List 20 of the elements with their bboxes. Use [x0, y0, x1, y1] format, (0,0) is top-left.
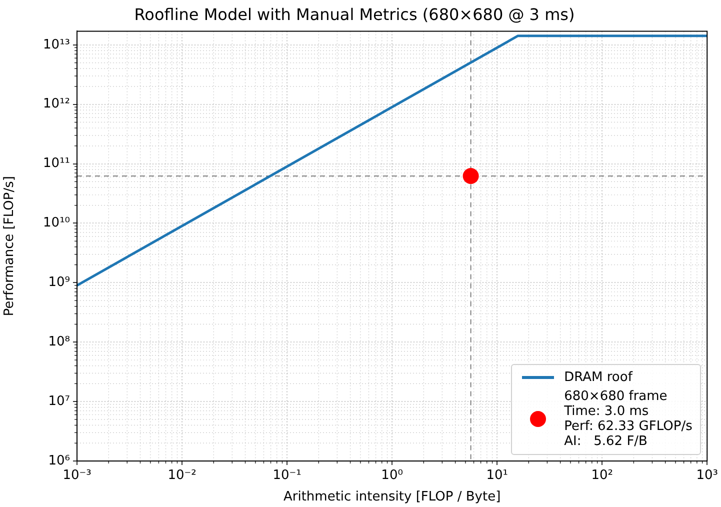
x-tick-label: 10⁰	[381, 468, 403, 484]
legend-label: 680×680 frame Time: 3.0 ms Perf: 62.33 GFLOP/s AI: 5.62 F/B	[564, 389, 692, 449]
x-tick-label: 10⁻¹	[272, 468, 302, 484]
x-tick-label: 10²	[591, 468, 613, 484]
y-tick-label: 10¹⁰	[43, 216, 70, 231]
x-tick-label: 10³	[696, 468, 718, 484]
legend-label: DRAM roof	[564, 370, 632, 385]
x-tick-label: 10⁻³	[62, 468, 92, 484]
x-tick-label: 10⁻²	[168, 468, 196, 484]
y-tick-label: 10⁷	[48, 394, 70, 409]
y-tick-label: 10⁶	[48, 453, 70, 468]
y-axis-title: Performance [FLOP/s]	[2, 176, 18, 316]
y-tick-label: 10¹³	[43, 37, 70, 52]
y-tick-label: 10¹¹	[43, 156, 70, 172]
chart-title: Roofline Model with Manual Metrics (680×680 @ 3 ms)	[134, 4, 575, 24]
y-tick-label: 10⁹	[48, 275, 70, 290]
y-tick-label: 10⁸	[48, 334, 70, 350]
x-axis-title: Arithmetic intensity [FLOP / Byte]	[283, 490, 501, 505]
x-tick-label: 10¹	[486, 468, 508, 484]
y-tick-label: 10¹²	[43, 96, 70, 112]
